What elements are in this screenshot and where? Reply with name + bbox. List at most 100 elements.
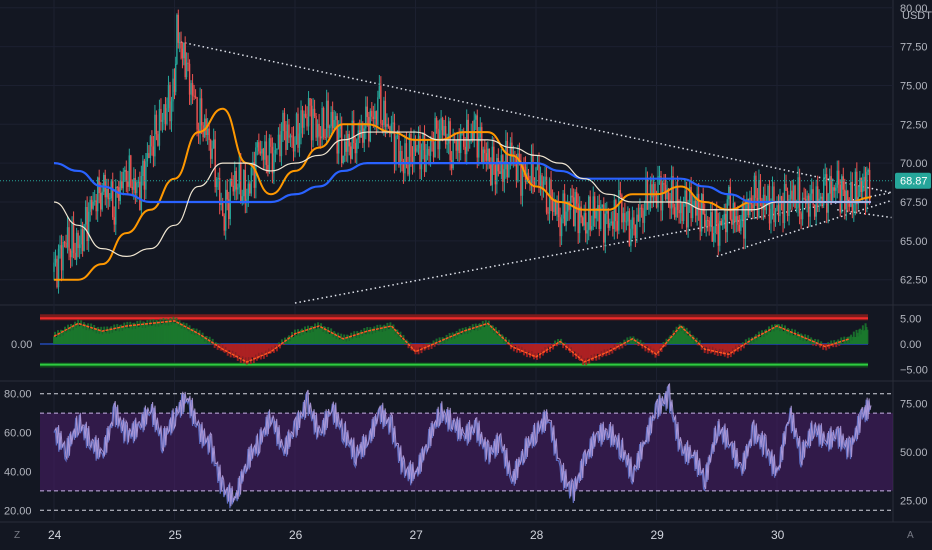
- candle-body: [280, 131, 283, 157]
- candle-body: [148, 153, 150, 159]
- candle-body: [169, 84, 171, 122]
- candle-body: [234, 170, 236, 192]
- candle-body: [194, 96, 197, 98]
- candle-body: [115, 186, 117, 225]
- candle-body: [318, 123, 320, 137]
- price-axis[interactable]: USDT 80.00 77.50 75.00 72.50 70.00 67.50 65.00…: [900, 3, 932, 287]
- histogram-bar: [337, 332, 340, 344]
- histogram-bar: [472, 329, 475, 344]
- histogram-bar: [669, 335, 672, 344]
- histogram-bar: [106, 326, 109, 344]
- histogram-bar: [850, 334, 853, 344]
- candle-body: [208, 128, 210, 140]
- histogram-bar: [417, 344, 420, 355]
- candle-body: [600, 207, 602, 229]
- histogram-bar: [411, 344, 414, 351]
- candle-body: [756, 197, 759, 217]
- histogram-bar: [128, 328, 131, 344]
- candle-body: [864, 176, 867, 205]
- histogram-bar: [97, 326, 100, 344]
- candle-body: [743, 204, 745, 239]
- histogram-bar: [488, 324, 491, 344]
- histogram-bar: [519, 344, 522, 353]
- candle-body: [842, 176, 844, 190]
- candle-body: [298, 133, 301, 148]
- auto-scale-a-button[interactable]: A: [907, 530, 914, 541]
- histogram-bar: [638, 344, 641, 345]
- candle-body: [155, 114, 158, 135]
- candle-body: [78, 244, 81, 248]
- candle-body: [780, 196, 783, 200]
- histogram-bar: [282, 344, 285, 345]
- histogram-bar: [377, 330, 380, 344]
- histogram-bar: [607, 344, 610, 352]
- candle-body: [571, 195, 573, 198]
- rsi-line: [54, 382, 872, 507]
- histogram-bar: [467, 328, 470, 344]
- candle-body: [333, 119, 335, 129]
- histogram-bar: [803, 336, 806, 344]
- histogram-bar: [83, 322, 86, 344]
- candle-body: [717, 223, 719, 246]
- histogram-bar: [696, 344, 699, 346]
- candle-body: [145, 161, 147, 190]
- candle-body: [682, 204, 685, 221]
- histogram-bar: [104, 332, 107, 344]
- histogram-bar: [473, 330, 476, 344]
- histogram-bar: [213, 344, 216, 348]
- histogram-bar: [263, 344, 266, 353]
- candle-body: [417, 135, 420, 149]
- histogram-bar: [188, 325, 191, 344]
- histogram-bar: [300, 329, 303, 344]
- histogram-bar: [571, 344, 574, 352]
- histogram-bar: [718, 344, 721, 349]
- histogram-bar: [415, 344, 418, 348]
- histogram-bar: [101, 334, 104, 344]
- candle-body: [473, 119, 475, 141]
- histogram-bar: [513, 344, 516, 346]
- histogram-bar: [710, 344, 713, 353]
- histogram-bar: [330, 328, 333, 344]
- histogram-bar: [269, 344, 272, 354]
- candle-body: [188, 63, 191, 95]
- candle-body: [640, 207, 643, 209]
- histogram-bar: [786, 334, 789, 344]
- histogram-bar: [515, 344, 518, 353]
- candle-body: [725, 213, 727, 233]
- candle-body: [803, 197, 805, 199]
- candle-body: [237, 187, 239, 190]
- candle-body: [494, 165, 497, 185]
- histogram-bar: [197, 334, 200, 344]
- histogram-bar: [130, 325, 133, 344]
- histogram-bar: [733, 344, 736, 352]
- candle-body: [357, 130, 359, 140]
- histogram-bar: [271, 344, 274, 352]
- histogram-bar: [182, 322, 185, 344]
- candle-body: [488, 148, 491, 165]
- histogram-bar: [603, 344, 606, 350]
- histogram-bar: [147, 326, 150, 344]
- histogram-bar: [355, 338, 358, 344]
- candle-body: [862, 180, 864, 193]
- candle-body: [529, 179, 531, 183]
- candle-body: [485, 153, 487, 161]
- histogram-bar: [756, 336, 759, 344]
- histogram-bar: [825, 344, 828, 351]
- histogram-bar: [462, 332, 465, 344]
- histogram-bar: [163, 322, 166, 344]
- histogram-bar: [153, 323, 156, 344]
- scale-mode-z-button[interactable]: Z: [14, 530, 20, 541]
- histogram-bar: [444, 337, 447, 344]
- histogram-bar: [249, 344, 252, 365]
- histogram-bar: [788, 329, 791, 344]
- histogram-bar: [194, 332, 197, 344]
- histogram-bar: [745, 344, 748, 345]
- histogram-bar: [90, 323, 93, 344]
- time-axis[interactable]: 24 25 26 27 28 29 30: [48, 528, 785, 542]
- histogram-bar: [806, 340, 809, 344]
- histogram-bar: [452, 334, 455, 344]
- histogram-bar: [308, 329, 311, 344]
- histogram-bar: [739, 344, 742, 351]
- trendline[interactable]: [294, 191, 892, 304]
